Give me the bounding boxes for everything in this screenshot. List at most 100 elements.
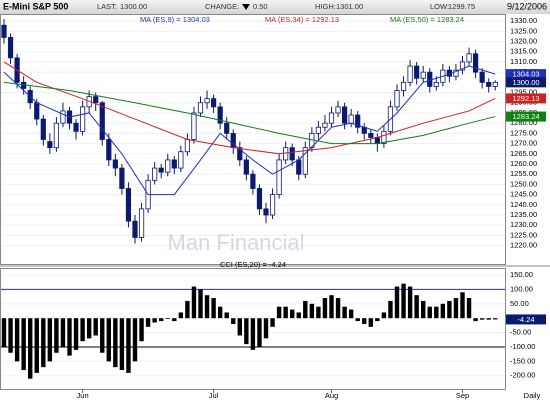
field-value: 1301.00 (336, 2, 363, 11)
price-panel (0, 14, 506, 265)
cci-bar (263, 318, 269, 339)
cci-bar (159, 318, 164, 322)
candle-body (283, 147, 289, 161)
last-price-label: 1300.00 (512, 78, 539, 87)
candle-body (93, 96, 99, 104)
cci-bar (283, 306, 288, 319)
x-tick-label: Jun (77, 391, 89, 400)
candle-body (400, 81, 407, 91)
cci-bar (1, 318, 7, 347)
cci-bar (473, 318, 478, 322)
legend-entry: MA (ES,9) = 1304.03 (140, 15, 210, 24)
y-tick-label: 1320.00 (510, 37, 537, 46)
candle-body (1, 24, 7, 38)
candle-body (99, 102, 105, 140)
candle-body (165, 159, 171, 173)
cci-bar (342, 306, 347, 319)
y-tick-label: 1245.00 (510, 190, 537, 199)
cci-bar (217, 306, 223, 319)
cci-bar (132, 318, 138, 362)
candle-body (407, 65, 413, 83)
cci-bar (54, 318, 59, 353)
cci-bar (191, 286, 197, 319)
cci-bar (460, 292, 465, 319)
candle-body (210, 98, 217, 108)
candle-body (171, 159, 177, 169)
field-value: 1299.75 (448, 2, 475, 11)
candle-body (60, 110, 66, 124)
candle-body (106, 139, 112, 161)
cci-bar (139, 318, 144, 342)
legend-entry: MA (ES,34) = 1292.13 (265, 15, 339, 24)
down-arrow (242, 4, 250, 10)
candle-body (80, 106, 86, 132)
candle-body (34, 102, 40, 120)
cci-bar (198, 289, 203, 319)
cci-bar (276, 306, 282, 319)
y-tick-label: 1275.00 (510, 128, 537, 137)
y-tick-label: 1270.00 (510, 139, 537, 148)
cci-bar (316, 306, 321, 319)
y-tick-label: 1280.00 (510, 118, 537, 127)
field-label: LOW: (430, 2, 449, 11)
candle-body (328, 112, 335, 124)
candle-body (184, 139, 190, 153)
cci-bar (447, 300, 452, 319)
cci-bar (493, 318, 498, 320)
cci-bar (479, 318, 485, 320)
field-value: 0.50 (253, 2, 268, 11)
candle-body (204, 98, 210, 104)
date: 9/12/2006 (507, 1, 547, 11)
field-label: CHANGE: (205, 2, 239, 11)
candle-body (125, 188, 132, 222)
candle-body (394, 90, 400, 108)
cci-bar (322, 298, 328, 319)
y-tick-label: 100.00 (510, 284, 533, 293)
y-tick-label: 1260.00 (510, 159, 537, 168)
cci-bar (211, 298, 216, 319)
ma-last-label: 1292.13 (512, 94, 539, 103)
cci-bar (296, 312, 301, 319)
cci-bar (375, 318, 380, 322)
cci-bar (355, 318, 360, 322)
cci-bar (8, 318, 13, 353)
cci-bar (224, 312, 229, 319)
y-tick-label: 1325.00 (510, 26, 537, 35)
ma-last-label: 1283.24 (512, 112, 539, 121)
title: E-Mini S&P 500 (3, 1, 68, 11)
cci-bar (204, 295, 210, 319)
cci-bar (152, 318, 157, 323)
watermark: Man Financial (168, 230, 305, 255)
cci-bar (440, 303, 446, 319)
ma-line (3, 61, 496, 155)
cci-panel (0, 268, 506, 390)
candle-body (269, 194, 276, 216)
cci-bar (113, 318, 118, 368)
candle-body (348, 114, 354, 124)
candle-body (263, 208, 269, 216)
cci-bar (172, 318, 177, 322)
candle-body (132, 220, 138, 238)
candle-body (459, 61, 466, 71)
x-tick-label: Aug (325, 391, 338, 400)
cci-bar (329, 295, 334, 319)
cci-bar (86, 318, 92, 339)
cci-bar (100, 318, 105, 353)
cci-bar (67, 318, 72, 356)
y-tick-label: 1225.00 (510, 230, 537, 239)
cci-last-box (506, 314, 546, 325)
candle-body (243, 159, 249, 175)
candle-body (217, 106, 223, 124)
candle-body (472, 53, 479, 73)
cci-bar (21, 318, 26, 371)
y-tick-label: 1235.00 (510, 210, 537, 219)
candle-body (420, 71, 426, 79)
cci-bar (407, 286, 413, 319)
candle-body (486, 81, 492, 87)
candle-body (381, 130, 387, 144)
candle-body (289, 147, 295, 161)
cci-last-label: -4.24 (517, 315, 534, 324)
candle-body (315, 126, 322, 134)
field-label: HIGH: (315, 2, 336, 11)
